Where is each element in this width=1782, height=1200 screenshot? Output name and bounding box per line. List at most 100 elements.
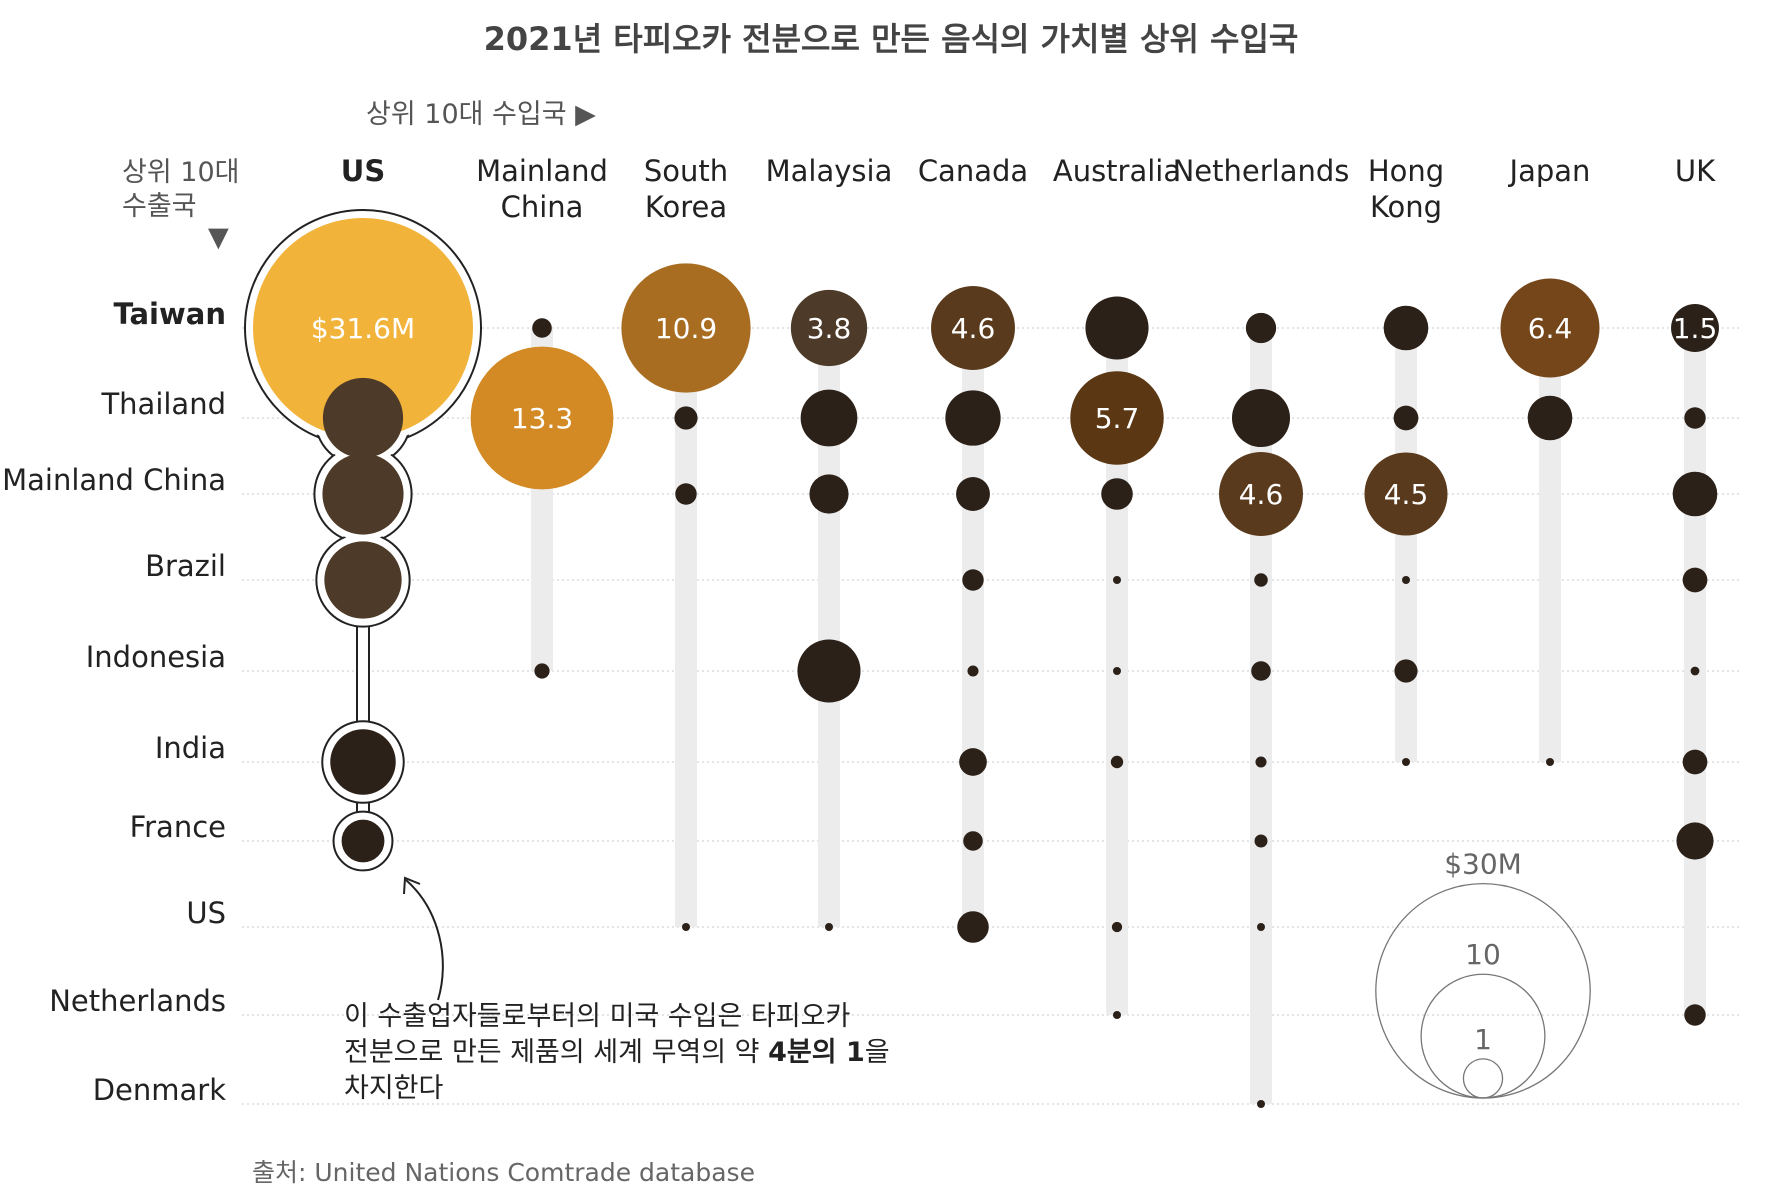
exporter-hint-line2: 수출국 [122, 191, 197, 222]
bubble [1393, 405, 1419, 431]
chart-title: 2021년 타피오카 전분으로 만든 음식의 가치별 상위 수입국 [483, 20, 1299, 58]
bubble [1113, 1011, 1121, 1019]
bubble-value-label: 4.5 [1384, 478, 1429, 511]
bubble [1101, 478, 1133, 510]
exporter-label: Netherlands [49, 984, 226, 1018]
importer-header: South [644, 154, 728, 188]
bubble [1254, 834, 1268, 848]
bubble [324, 541, 402, 619]
bubble [1110, 755, 1124, 769]
bubble [1500, 278, 1600, 378]
importer-header: Canada [918, 154, 1028, 188]
bubble [962, 569, 984, 591]
importer-header-line2: China [501, 190, 584, 224]
bubble [1672, 471, 1718, 517]
bubble [1070, 371, 1164, 465]
bubble [1254, 573, 1268, 587]
track-col-7 [1395, 328, 1417, 762]
legend-circle [1462, 1058, 1504, 1099]
size-legend: $30M 10 1 [1375, 848, 1591, 1099]
bubble [825, 923, 833, 931]
grid-lines [242, 327, 1740, 1105]
bubble [800, 389, 858, 447]
bubble [674, 406, 698, 430]
bubble [1402, 576, 1410, 584]
bubble [1527, 395, 1573, 441]
bubble [1113, 576, 1121, 584]
bubble [1364, 452, 1448, 536]
importer-header: Malaysia [766, 154, 893, 188]
importer-header: Mainland [476, 154, 608, 188]
bubble-value-label: 10.9 [655, 312, 717, 345]
exporter-label: Denmark [93, 1073, 226, 1107]
importer-header-line2: Kong [1370, 190, 1442, 224]
bubble [1085, 296, 1149, 360]
track-col-2 [675, 328, 697, 927]
exporter-label: Mainland China [2, 463, 226, 497]
bubble [470, 346, 614, 490]
annotation: 이 수출업자들로부터의 미국 수입은 타피오카 전분으로 만든 제품의 세계 무… [344, 876, 890, 1104]
bubble [1682, 567, 1708, 593]
bubble [945, 390, 1001, 446]
bubble [1383, 305, 1429, 351]
bubble [959, 748, 987, 776]
bubble [1111, 921, 1123, 933]
bubble [322, 453, 404, 535]
bubble [1402, 758, 1410, 766]
bubble [1231, 388, 1291, 448]
bubble [1394, 659, 1418, 683]
importer-header: UK [1675, 154, 1716, 188]
annotation-line2: 전분으로 만든 제품의 세계 무역의 약 4분의 1을 [344, 1037, 890, 1068]
importer-header: Australia [1053, 154, 1181, 188]
bubble [322, 377, 404, 459]
bubble [1257, 1100, 1265, 1108]
legend-label: 10 [1465, 938, 1501, 971]
exporter-label: France [130, 810, 226, 844]
bubble-value-label: 6.4 [1528, 312, 1573, 345]
exporter-label: Indonesia [86, 640, 226, 674]
bubble [1245, 312, 1277, 344]
annotation-line2-a: 전분으로 만든 제품의 세계 무역의 약 [344, 1037, 768, 1068]
legend-label: 1 [1474, 1023, 1492, 1056]
annotation-line2-bold: 4분의 1 [768, 1037, 865, 1068]
annotation-line2-b: 을 [865, 1037, 890, 1068]
importer-hint: 상위 10대 수입국 ▶ [366, 99, 596, 130]
legend-label: $30M [1444, 848, 1522, 881]
track-col-4 [962, 328, 984, 927]
bubble [1682, 749, 1708, 775]
bubble [809, 474, 849, 514]
exporter-hint-arrow: ▼ [208, 222, 229, 253]
importer-header: US [341, 154, 385, 188]
bubble [534, 663, 550, 679]
bubble [532, 318, 552, 338]
bubble-value-label: 13.3 [511, 402, 573, 435]
importer-header-line2: Korea [645, 190, 727, 224]
annotation-line3: 차지한다 [344, 1073, 444, 1104]
bubble [621, 263, 751, 393]
importer-header: Netherlands [1173, 154, 1350, 188]
bubble [957, 911, 989, 943]
bubble [675, 483, 697, 505]
bubble-value-label: 4.6 [1239, 478, 1284, 511]
bubble [682, 923, 690, 931]
bubble [967, 665, 979, 677]
annotation-arrow [405, 879, 444, 1001]
bubble [1113, 667, 1121, 675]
bubble [1690, 666, 1700, 676]
importer-header: Japan [1508, 154, 1591, 188]
bubble [1676, 822, 1714, 860]
bubble [1251, 661, 1271, 681]
annotation-line1: 이 수출업자들로부터의 미국 수입은 타피오카 [344, 1001, 850, 1032]
annotation-arrowhead [403, 876, 421, 895]
bubbles: $31.6M 13.3 10.9 3.8 4.6 5.7 4.6 4.5 6.4 1.5 [253, 218, 1719, 1108]
exporter-hint-line1: 상위 10대 [122, 157, 239, 188]
bubble [931, 286, 1015, 370]
exporter-label: Thailand [100, 387, 226, 421]
bubble-value-label: 3.8 [807, 312, 852, 345]
bubble [1546, 758, 1554, 766]
track-col-8 [1539, 328, 1561, 762]
exporter-label: India [155, 731, 226, 765]
bubble [1219, 452, 1303, 536]
